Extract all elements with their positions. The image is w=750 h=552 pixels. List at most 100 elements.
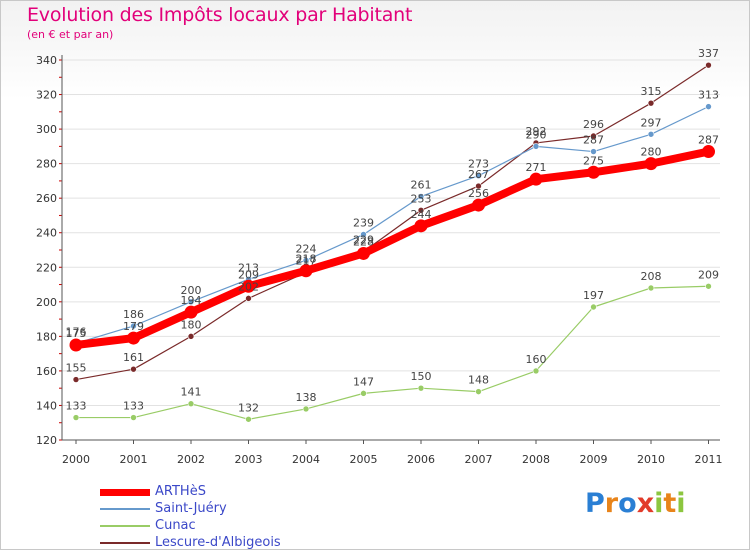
chart-subtitle: (en € et par an) (27, 28, 114, 41)
data-label-cunac: 133 (66, 400, 87, 413)
data-point-lescure-d-albigeois (475, 182, 482, 190)
data-label-lescure-d-albigeois: 337 (698, 47, 719, 60)
data-point-saint-ju-ry (590, 148, 597, 155)
data-label-saint-ju-ry: 287 (583, 134, 604, 147)
y-tick-label-200: 200 (36, 296, 57, 309)
data-point-arth-s (702, 145, 715, 159)
logo-letter: x (636, 488, 655, 519)
data-point-cunac (130, 414, 137, 421)
x-tick-label-2000: 2000 (62, 453, 90, 466)
legend-swatch-arthes (100, 489, 150, 496)
series-line-saint-ju-ry (75, 106, 709, 344)
chart-title: Evolution des Impôts locaux par Habitant (27, 4, 413, 26)
data-label-arth-s: 275 (583, 154, 604, 167)
data-point-arth-s (414, 219, 428, 233)
data-label-lescure-d-albigeois: 292 (526, 125, 547, 138)
y-tick-label-240: 240 (36, 227, 57, 240)
data-label-arth-s: 287 (698, 134, 719, 147)
data-point-saint-ju-ry (302, 257, 310, 264)
data-label-cunac: 160 (526, 353, 547, 366)
x-tick-label-2011: 2011 (695, 453, 723, 466)
x-tick-label-2003: 2003 (235, 453, 263, 466)
data-point-arth-s (69, 338, 83, 352)
x-tick-label-2006: 2006 (407, 453, 435, 466)
logo-letter: r (604, 488, 619, 519)
legend-label-lescure: Lescure-d'Albigeois (155, 535, 281, 550)
proxiti-logo: Proxiti (585, 488, 686, 519)
data-label-lescure-d-albigeois: 229 (353, 234, 374, 247)
data-label-saint-ju-ry: 261 (411, 178, 432, 191)
y-tick-label-180: 180 (36, 330, 57, 343)
data-label-lescure-d-albigeois: 267 (468, 168, 489, 181)
data-point-cunac (302, 405, 310, 413)
y-tick-label-160: 160 (36, 365, 57, 378)
data-point-arth-s (184, 305, 198, 319)
data-point-cunac (532, 367, 540, 375)
data-label-lescure-d-albigeois: 296 (583, 118, 604, 131)
series-line-arth-s (75, 147, 710, 349)
data-point-cunac (590, 303, 597, 311)
data-point-lescure-d-albigeois (130, 365, 137, 373)
data-label-cunac: 147 (353, 375, 374, 388)
legend-label-arthes: ARTHèS (155, 484, 206, 499)
data-point-saint-ju-ry (475, 172, 482, 180)
data-point-cunac (187, 400, 195, 408)
data-point-arth-s (587, 165, 600, 179)
data-point-arth-s (299, 264, 313, 278)
data-label-saint-ju-ry: 213 (238, 261, 259, 274)
y-tick-label-280: 280 (36, 158, 57, 171)
data-point-lescure-d-albigeois (187, 333, 195, 340)
data-point-lescure-d-albigeois (245, 295, 252, 302)
data-label-lescure-d-albigeois: 161 (123, 351, 144, 364)
data-point-cunac (72, 414, 80, 421)
data-point-saint-ju-ry (532, 143, 540, 150)
data-label-lescure-d-albigeois: 155 (66, 362, 87, 375)
x-tick-label-2005: 2005 (350, 453, 378, 466)
data-point-arth-s (242, 279, 255, 293)
y-tick-label-300: 300 (36, 123, 57, 136)
data-point-arth-s (529, 172, 543, 186)
legend-swatch-saint-juery (100, 508, 150, 510)
data-point-saint-ju-ry (130, 322, 137, 330)
data-label-cunac: 209 (698, 268, 719, 281)
data-point-saint-ju-ry (360, 231, 367, 238)
data-label-saint-ju-ry: 176 (66, 325, 87, 338)
data-point-saint-ju-ry (417, 193, 425, 200)
data-label-arth-s: 194 (181, 294, 202, 307)
data-label-cunac: 138 (296, 391, 317, 404)
x-tick-label-2008: 2008 (522, 453, 550, 466)
data-label-lescure-d-albigeois: 180 (181, 318, 202, 331)
data-label-arth-s: 280 (641, 146, 662, 159)
legend-swatch-cunac (100, 525, 150, 527)
data-label-arth-s: 244 (411, 208, 432, 221)
y-tick-label-320: 320 (36, 89, 57, 102)
data-label-cunac: 148 (468, 374, 489, 387)
y-tick-label-260: 260 (36, 192, 57, 205)
data-point-lescure-d-albigeois (705, 61, 712, 69)
data-point-saint-ju-ry (647, 130, 655, 138)
data-label-saint-ju-ry: 297 (641, 116, 662, 129)
data-label-arth-s: 256 (468, 187, 489, 200)
data-label-arth-s: 271 (526, 161, 547, 174)
data-label-saint-ju-ry: 313 (698, 89, 719, 102)
data-label-arth-s: 209 (238, 268, 259, 281)
data-label-cunac: 132 (238, 401, 259, 414)
data-label-cunac: 150 (411, 370, 432, 383)
y-tick-label-120: 120 (36, 434, 57, 447)
data-point-saint-ju-ry (187, 298, 195, 306)
data-label-lescure-d-albigeois: 217 (296, 254, 317, 267)
data-point-arth-s (127, 331, 140, 345)
x-tick-label-2009: 2009 (580, 453, 608, 466)
y-tick-label-220: 220 (36, 261, 57, 274)
data-point-cunac (647, 284, 655, 292)
data-point-lescure-d-albigeois (647, 99, 655, 107)
data-point-cunac (360, 390, 367, 397)
data-point-lescure-d-albigeois (590, 132, 597, 140)
data-point-cunac (705, 282, 712, 290)
data-label-saint-ju-ry: 186 (123, 308, 144, 321)
legend-label-cunac: Cunac (155, 518, 196, 533)
data-label-saint-ju-ry: 273 (468, 158, 489, 171)
legend-swatch-lescure (100, 542, 150, 544)
data-point-arth-s (644, 157, 658, 171)
